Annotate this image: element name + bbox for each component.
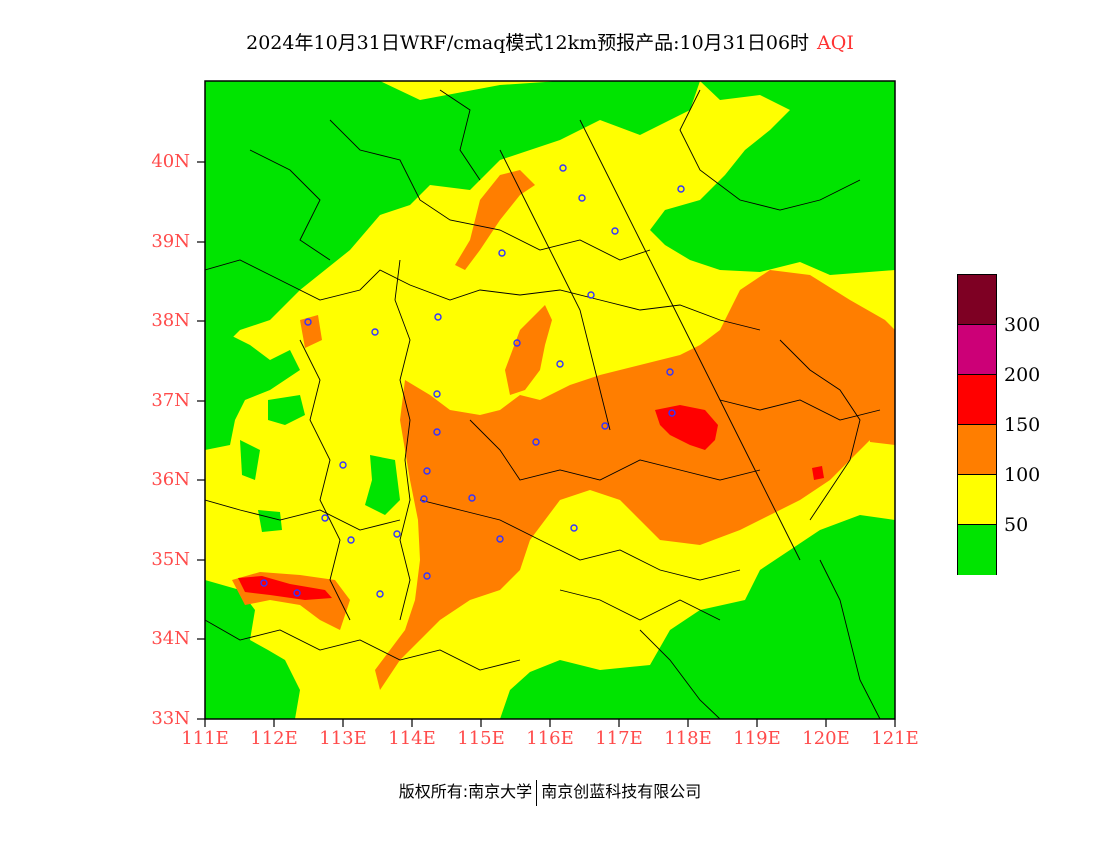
aqi-zone-good-southeast (500, 515, 895, 719)
station-marker (347, 536, 355, 544)
station-marker (559, 164, 567, 172)
station-marker (498, 249, 506, 257)
station-marker (420, 495, 428, 503)
station-marker (339, 461, 347, 469)
colorbar-swatch-hazardous (958, 275, 996, 325)
aqi-zone-good-northeast (650, 81, 895, 275)
aqi-zone-usg-north (455, 170, 535, 270)
lat-label: 33N (151, 708, 190, 729)
copyright-footer: 版权所有:南京大学 南京创蓝科技有限公司 (0, 778, 1100, 806)
station-marker (578, 194, 586, 202)
colorbar-swatch-good (958, 525, 996, 575)
station-marker (260, 579, 268, 587)
station-marker (532, 438, 540, 446)
aqi-zone-usg-east (868, 420, 895, 445)
lon-label: 114E (388, 728, 436, 749)
aqi-zone-usg-main (375, 270, 895, 690)
title-main: 2024年10月31日WRF/cmaq模式12km预报产品:10月31日06时 (246, 32, 810, 54)
station-marker (434, 313, 442, 321)
station-marker (293, 589, 301, 597)
colorbar (957, 274, 997, 575)
colorbar-swatch-very-unhealthy (958, 325, 996, 375)
aqi-zone-usg-ridge (505, 305, 552, 395)
lon-label: 119E (733, 728, 781, 749)
lon-label: 115E (457, 728, 505, 749)
station-marker (321, 514, 329, 522)
station-marker (433, 428, 441, 436)
station-marker (677, 185, 685, 193)
aqi-zone-good-northwest (205, 81, 700, 340)
colorbar-label: 150 (1004, 414, 1041, 436)
lat-label: 39N (151, 231, 190, 252)
station-marker (587, 291, 595, 299)
colorbar-label: 50 (1004, 514, 1029, 536)
lon-label: 117E (595, 728, 643, 749)
colorbar-swatch-unhealthy (958, 375, 996, 425)
station-marker (371, 328, 379, 336)
lon-label: 112E (250, 728, 298, 749)
copyright-company: 南京创蓝科技有限公司 (541, 782, 702, 801)
colorbar-label: 100 (1004, 464, 1041, 486)
aqi-zone-good-west2 (268, 395, 305, 425)
station-marker (496, 535, 504, 543)
boundary-lines (205, 89, 881, 719)
aqi-zone-unhealthy-coast (812, 466, 824, 480)
station-marker (601, 422, 609, 430)
copyright-owner: 版权所有:南京大学 (398, 782, 533, 801)
station-marker (376, 590, 384, 598)
lon-ticks (204, 719, 896, 727)
station-marker (668, 409, 676, 417)
lat-label: 35N (151, 549, 190, 570)
colorbar-swatch-usg (958, 425, 996, 475)
title-variable: AQI (817, 32, 854, 54)
aqi-zone-good-center (365, 455, 400, 515)
aqi-zone-good-west3 (240, 440, 260, 480)
lon-label: 118E (664, 728, 712, 749)
colorbar-swatch-moderate (958, 475, 996, 525)
station-marker (666, 368, 674, 376)
station-marker (433, 390, 441, 398)
map-title: 2024年10月31日WRF/cmaq模式12km预报产品:10月31日06时 A… (0, 28, 1100, 55)
colorbar-label: 300 (1004, 314, 1041, 336)
aqi-zone-good-west (205, 330, 300, 450)
lat-label: 34N (151, 628, 190, 649)
lon-label: 111E (181, 728, 229, 749)
station-marker (304, 318, 312, 326)
lon-label: 121E (871, 728, 919, 749)
aqi-zone-good-southwest (205, 580, 300, 719)
lat-label: 38N (151, 310, 190, 331)
station-marker (611, 227, 619, 235)
station-marker (468, 494, 476, 502)
station-marker (556, 360, 564, 368)
station-marker (513, 339, 521, 347)
lon-label: 113E (319, 728, 367, 749)
lon-label: 120E (802, 728, 850, 749)
station-marker (393, 530, 401, 538)
aqi-zone-good-small (258, 510, 282, 532)
station-marker (423, 467, 431, 475)
colorbar-label: 200 (1004, 364, 1041, 386)
lat-label: 37N (151, 390, 190, 411)
lat-ticks (197, 161, 205, 720)
station-marker (423, 572, 431, 580)
aqi-field (205, 81, 895, 719)
lat-label: 40N (151, 151, 190, 172)
station-marker (570, 524, 578, 532)
station-markers (260, 164, 685, 598)
footer-divider (536, 779, 538, 806)
lat-label: 36N (151, 469, 190, 490)
lon-label: 116E (526, 728, 574, 749)
